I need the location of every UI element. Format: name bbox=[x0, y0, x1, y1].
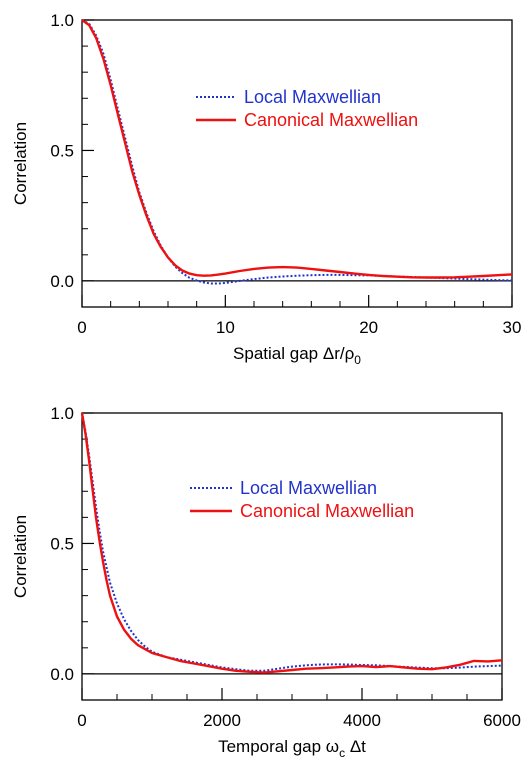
panel1-x-tick-label: 20 bbox=[359, 318, 378, 337]
panel1-chart: 0 10 20 30 0.0 0.5 1.0 Correlation Spatial gap Δ… bbox=[11, 11, 521, 367]
panel1-legend-label: Canonical Maxwellian bbox=[244, 110, 418, 130]
panel1-y-tick-label: 0.5 bbox=[50, 141, 74, 160]
panel2-x-tick-label: 2000 bbox=[203, 711, 241, 730]
panel1-x-axis-title: Spatial gap Δr/ρ0 bbox=[233, 344, 361, 367]
panel2-x-tick-label: 0 bbox=[77, 711, 86, 730]
panel1-series-canonical-maxwellian-line bbox=[81, 19, 513, 279]
panel2-y-tick-label: 0.5 bbox=[50, 534, 74, 553]
panel2-series-canonical-maxwellian-line bbox=[80, 412, 503, 674]
panel2-y-tick-label: 0.0 bbox=[50, 665, 74, 684]
panel2-series-local-maxwellian-line bbox=[81, 412, 503, 672]
panel2-x-tick-label: 4000 bbox=[343, 711, 381, 730]
panel1-y-tick-label: 1.0 bbox=[50, 11, 74, 30]
panel2-y-tick-label: 1.0 bbox=[50, 404, 74, 423]
panel2-y-axis-title: Correlation bbox=[11, 515, 30, 598]
panel1-plot-frame bbox=[81, 19, 513, 308]
panel2-legend-label: Local Maxwellian bbox=[240, 478, 377, 498]
panel1-y-axis-title: Correlation bbox=[11, 122, 30, 205]
panel1-x-tick-label: 0 bbox=[77, 318, 86, 337]
panel2-x-tick-label: 6000 bbox=[483, 711, 521, 730]
panel2-legend-label: Canonical Maxwellian bbox=[240, 501, 414, 521]
panel2-x-axis-title: Temporal gap ωc Δt bbox=[218, 737, 366, 760]
panel2-legend: Local Maxwellian Canonical Maxwellian bbox=[190, 478, 414, 521]
panel1-series-local-maxwellian-line bbox=[81, 19, 513, 285]
panel1-legend: Local Maxwellian Canonical Maxwellian bbox=[196, 87, 418, 130]
panel2-plot-frame bbox=[81, 412, 503, 701]
panel1-y-tick-label: 0.0 bbox=[50, 272, 74, 291]
panel1-x-tick-label: 30 bbox=[503, 318, 522, 337]
panel1-legend-label: Local Maxwellian bbox=[244, 87, 381, 107]
panel1-x-tick-label: 10 bbox=[216, 318, 235, 337]
panel2-chart: 0 2000 4000 6000 0.0 0.5 1.0 Correlation Tempora… bbox=[11, 404, 521, 760]
